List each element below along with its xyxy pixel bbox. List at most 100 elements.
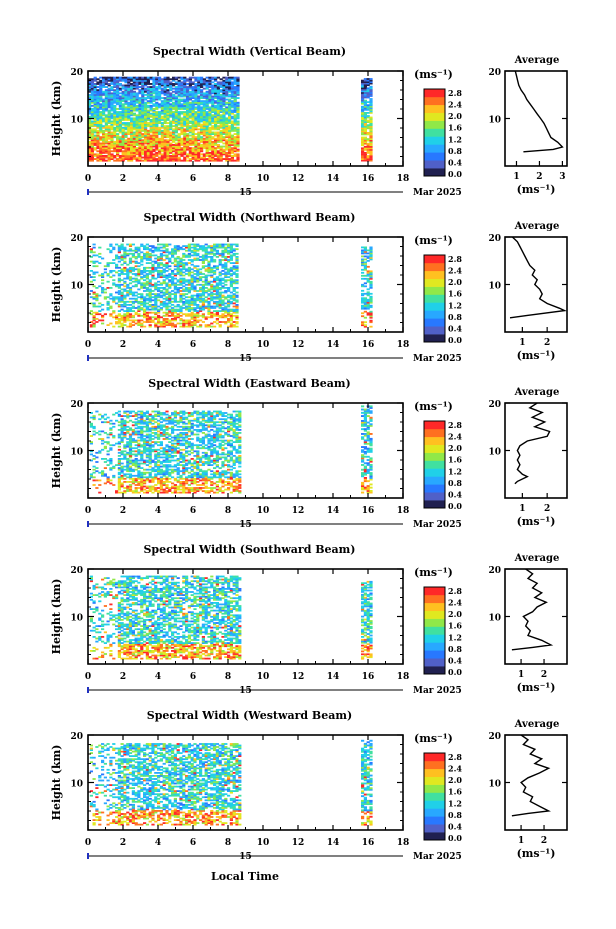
heatmap-cell [128,313,133,316]
heatmap-cell [140,293,144,295]
heatmap-cell [215,256,219,258]
heatmap-cell [149,112,153,115]
heatmap-cell [149,158,153,160]
heatmap-cell [180,87,184,90]
heatmap-cell [363,81,367,83]
heatmap-cell [211,84,215,87]
heatmap-cell [174,78,178,81]
heatmap-cell [89,310,93,312]
heatmap-cell [236,155,240,157]
heatmap-cell [205,112,209,115]
heatmap-cell [120,474,124,477]
heatmap-cell [211,90,215,93]
heatmap-cell [143,245,147,247]
heatmap-cell [121,87,125,90]
heatmap-cell [227,270,231,272]
heatmap-cell [120,243,124,246]
heatmap-cell [173,282,177,285]
heatmap-cell [110,76,114,79]
colorbar-segment [424,270,445,279]
heatmap-cell [128,456,133,459]
heatmap-cell [188,140,192,143]
heatmap-cell [222,123,226,126]
heatmap-cell [135,137,139,140]
heatmap-cell [127,115,131,118]
heatmap-cell [171,325,175,328]
heatmap-cell [228,98,232,101]
heatmap-cell [187,291,191,294]
heatmap-cell [130,136,134,139]
heatmap-cell [202,83,206,85]
heatmap-cell [222,114,226,117]
heatmap-cell [208,97,212,99]
heatmap-cell [190,321,194,323]
heatmap-cell [197,123,201,126]
heatmap-cell [126,465,130,468]
heatmap-cell [219,137,223,140]
heatmap-cell [211,120,215,123]
heatmap-cell [93,111,97,113]
heatmap-cell [225,111,229,113]
heatmap-cell [134,273,138,275]
heatmap-cell [177,140,181,143]
heatmap-cell [159,325,163,328]
heatmap-cell [138,83,142,85]
heatmap-cell [190,325,194,328]
heatmap-cell [138,145,142,148]
heatmap-cell [149,87,153,90]
heatmap-cell [144,151,148,154]
heatmap-cell [183,93,187,96]
heatmap-cell [187,308,191,311]
heatmap-cell [183,119,187,121]
heatmap-cell [235,304,239,306]
heatmap-cell [366,119,370,122]
heatmap-cell [121,131,125,134]
heatmap-cell [116,119,120,121]
heatmap-cell [148,290,152,292]
heatmap-cell [200,126,204,129]
heatmap-cell [110,139,114,142]
heatmap-cell [104,79,108,82]
heatmap-cell [216,136,220,139]
heatmap-cell [188,142,192,145]
heatmap-cell [132,79,136,82]
heatmap-cell [104,123,108,126]
heatmap-cell [160,150,164,153]
heatmap-cell [124,144,128,146]
heatmap-cell [215,293,219,295]
heatmap-cell [118,100,122,103]
heatmap-cell [90,148,94,151]
heatmap-cell [146,129,150,132]
heatmap-cell [177,120,181,123]
heatmap-cell [149,97,153,99]
heatmap-cell [92,296,96,299]
heatmap-cell [127,78,131,81]
heatmap-cell [131,300,135,303]
heatmap-cell [366,125,370,128]
heatmap-cell [187,310,191,312]
heatmap-cell [185,299,189,302]
heatmap-cell [117,274,121,277]
heatmap-cell [361,262,365,265]
heatmap-cell [366,96,370,99]
heatmap-cell [186,92,190,95]
heatmap-cell [216,155,220,157]
colorbar-segment [424,334,445,343]
panel-title: Spectral Width (Vertical Beam) [153,45,346,58]
heatmap-cell [138,103,142,106]
heatmap-cell [154,325,158,328]
heatmap-cell [187,268,191,271]
heatmap-cell [124,151,128,154]
heatmap-cell [197,86,201,88]
heatmap-cell [99,122,103,124]
heatmap-cell [149,134,153,137]
heatmap-cell [144,136,148,139]
heatmap-cell [233,159,237,162]
heatmap-cell [144,139,148,142]
heatmap-cell [107,112,111,115]
heatmap-cell [155,155,159,157]
heatmap-cell [128,473,133,476]
heatmap-cell [177,123,181,126]
heatmap-cell [141,120,145,123]
heatmap-cell [183,128,187,131]
